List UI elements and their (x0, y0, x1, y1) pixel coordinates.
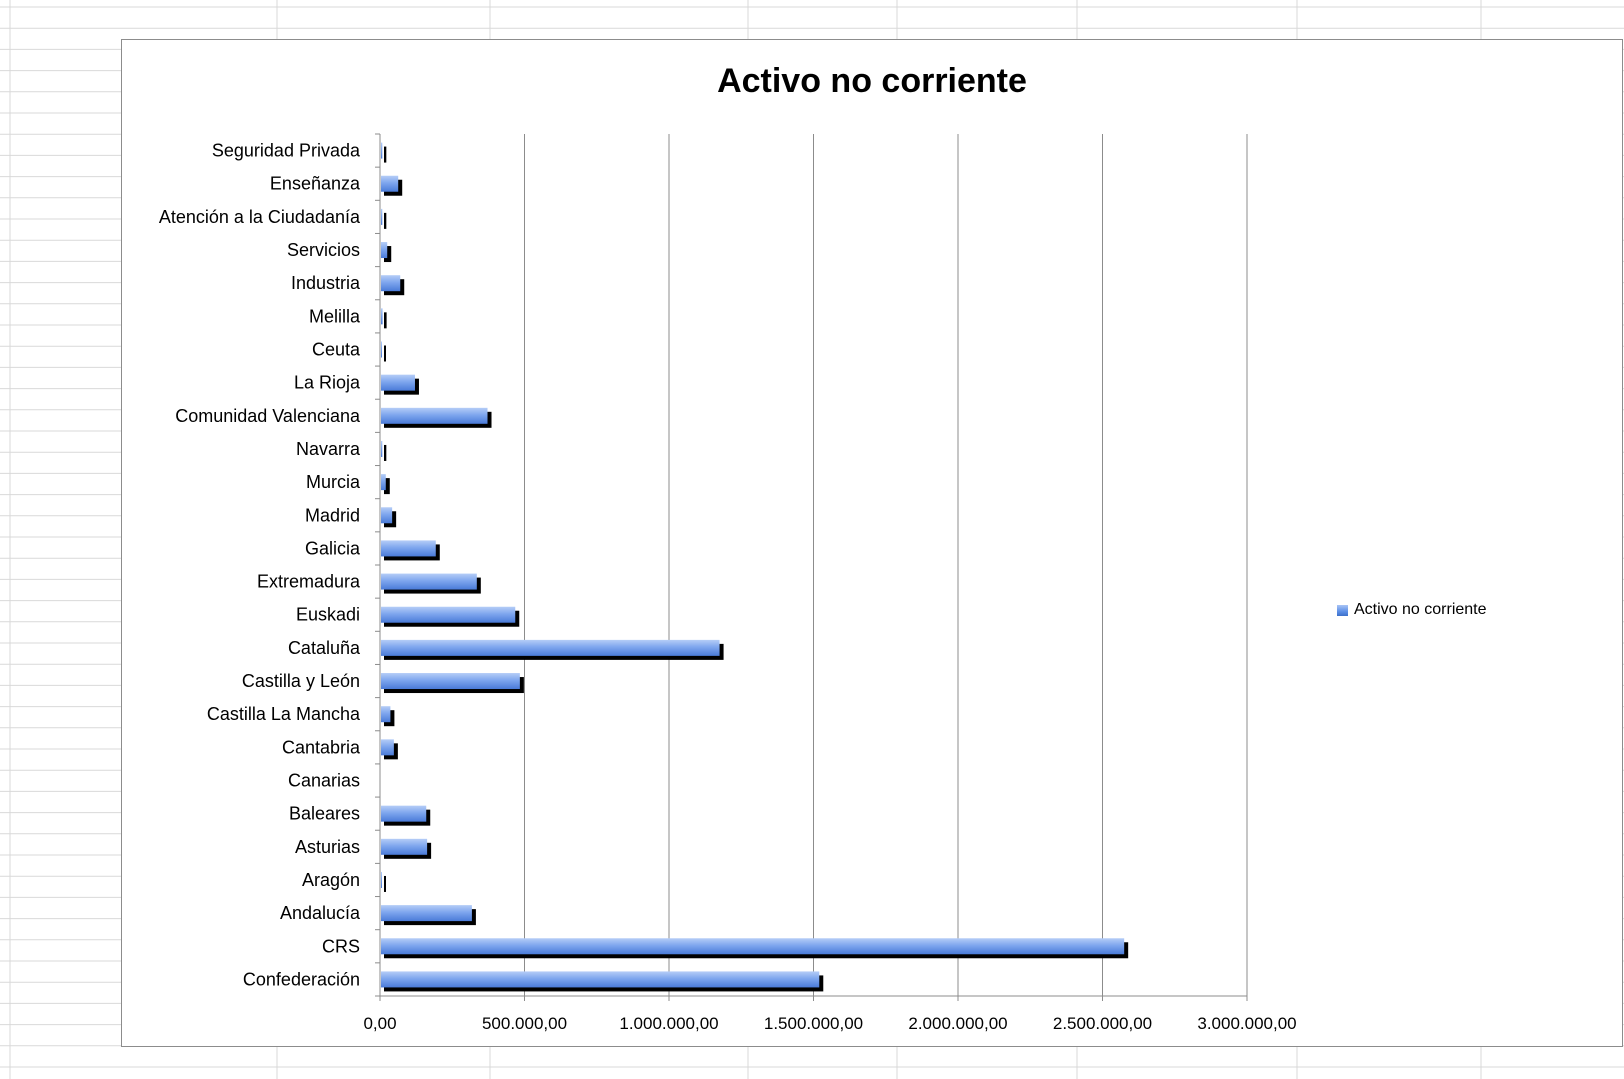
x-tick-label: 2.000.000,00 (908, 1014, 1007, 1033)
category-label: La Rioja (294, 373, 361, 393)
category-label: Galicia (305, 538, 361, 558)
bar[interactable] (381, 838, 428, 855)
x-tick-label: 3.000.000,00 (1197, 1014, 1296, 1033)
bar[interactable] (381, 739, 394, 756)
legend-swatch (1337, 604, 1348, 616)
bar[interactable] (381, 275, 401, 292)
legend-label: Activo no corriente (1354, 601, 1487, 618)
category-label: Melilla (309, 306, 361, 326)
bar-shadow (384, 478, 390, 495)
category-label: Andalucía (280, 903, 361, 923)
plot-area: 0,00 500.000,00 1.000.000,00 1.500.000,00 2.… (159, 133, 1297, 1033)
bar[interactable] (381, 175, 399, 192)
category-label: Madrid (305, 505, 360, 525)
category-label: Servicios (287, 240, 360, 260)
category-label: Atención a la Ciudadanía (159, 207, 361, 227)
category-label: Ceuta (312, 340, 361, 360)
category-label: Comunidad Valenciana (175, 406, 361, 426)
category-label: Aragón (302, 870, 360, 890)
x-tick-label: 1.000.000,00 (619, 1014, 718, 1033)
category-label: Castilla y León (242, 671, 360, 691)
bar[interactable] (381, 540, 436, 557)
bar[interactable] (381, 308, 383, 325)
bar-shadow (384, 146, 387, 163)
bar[interactable] (381, 706, 391, 723)
bar[interactable] (381, 606, 516, 623)
bar[interactable] (381, 639, 720, 656)
bar[interactable] (381, 341, 382, 358)
category-label: Murcia (306, 472, 361, 492)
bar[interactable] (381, 407, 488, 424)
bar[interactable] (381, 474, 386, 491)
legend[interactable]: Activo no corriente (1337, 601, 1487, 619)
bar-shadow (384, 312, 387, 329)
chart-area[interactable]: Activo no corriente 0,00 500.000,00 1.000.… (121, 39, 1623, 1047)
category-label: Asturias (295, 837, 360, 857)
bar[interactable] (381, 374, 415, 391)
bar[interactable] (381, 971, 820, 988)
category-label: CRS (322, 936, 360, 956)
x-tick-label: 0,00 (363, 1014, 396, 1033)
category-label: Cataluña (288, 638, 361, 658)
bar[interactable] (381, 673, 520, 690)
category-label: Seguridad Privada (212, 141, 361, 161)
category-label: Industria (291, 273, 361, 293)
bar[interactable] (381, 938, 1125, 955)
bar[interactable] (381, 905, 472, 922)
chart-title: Activo no corriente (717, 62, 1027, 100)
bar[interactable] (381, 573, 477, 590)
category-label: Navarra (296, 439, 361, 459)
category-label: Euskadi (296, 605, 360, 625)
bar-shadow (384, 875, 386, 892)
category-label: Baleares (289, 804, 360, 824)
bar[interactable] (381, 871, 382, 888)
category-label: Cantabria (282, 737, 361, 757)
bar-shadow (384, 246, 392, 263)
bar[interactable] (381, 208, 383, 225)
bar-shadow (384, 444, 387, 461)
bar[interactable] (381, 440, 383, 457)
x-tick-label: 500.000,00 (482, 1014, 567, 1033)
category-label: Enseñanza (270, 174, 361, 194)
category-label: Castilla La Mancha (207, 704, 361, 724)
bar[interactable] (381, 805, 427, 822)
category-label: Extremadura (257, 572, 361, 592)
bar[interactable] (381, 242, 388, 259)
x-tick-label: 2.500.000,00 (1053, 1014, 1152, 1033)
category-label: Confederación (243, 969, 360, 989)
bar-shadow (384, 345, 386, 362)
category-label: Canarias (288, 771, 360, 791)
bar-shadow (384, 212, 387, 229)
x-tick-label: 1.500.000,00 (764, 1014, 863, 1033)
bar[interactable] (381, 507, 393, 524)
bar[interactable] (381, 142, 383, 159)
